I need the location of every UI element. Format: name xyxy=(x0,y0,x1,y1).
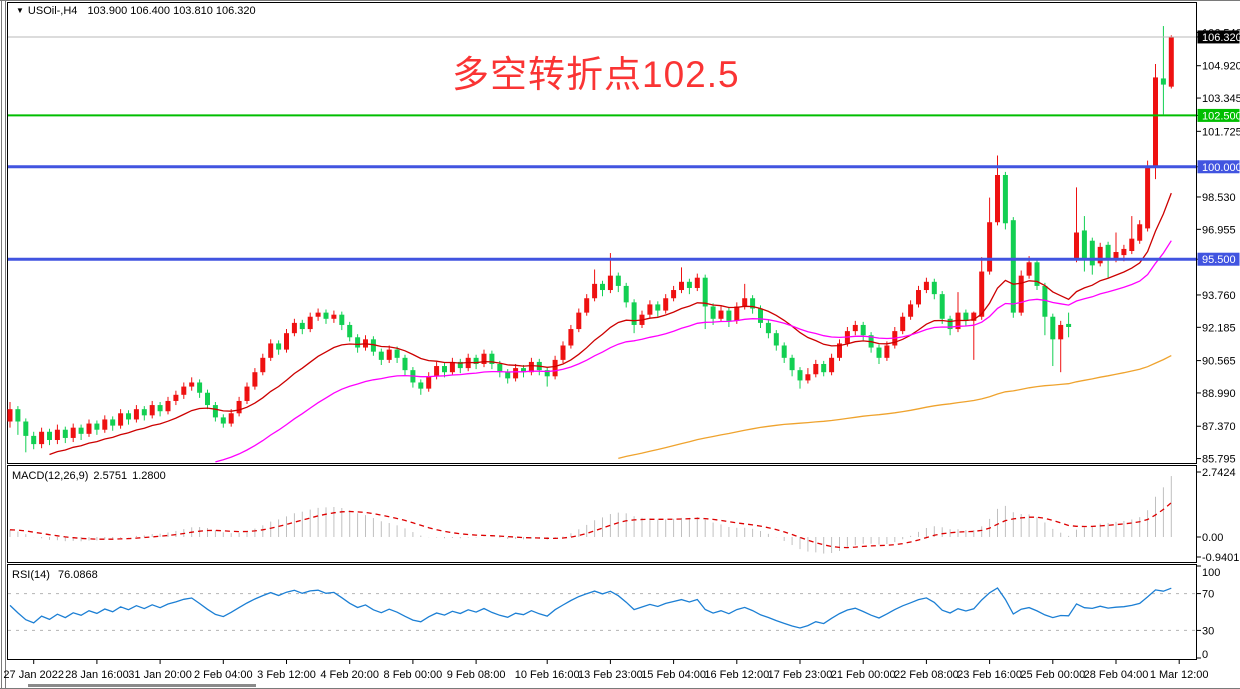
turning-point-annotation: 多空转折点102.5 xyxy=(452,54,740,95)
svg-text:85.795: 85.795 xyxy=(1202,454,1236,466)
svg-text:92.185: 92.185 xyxy=(1202,322,1236,334)
macd-histogram xyxy=(9,476,1172,554)
symbol-dropdown-icon[interactable]: ▼ xyxy=(16,6,24,15)
svg-text:30: 30 xyxy=(1202,625,1214,637)
symbol-timeframe-label: USOil-,H4 xyxy=(27,5,78,17)
svg-text:70: 70 xyxy=(1202,589,1214,601)
svg-text:13 Feb 23:00: 13 Feb 23:00 xyxy=(578,669,643,681)
svg-text:100: 100 xyxy=(1202,567,1220,579)
svg-text:28 Feb 04:00: 28 Feb 04:00 xyxy=(1084,669,1149,681)
panel-borders xyxy=(7,2,1197,660)
svg-text:98.530: 98.530 xyxy=(1202,192,1236,204)
svg-text:87.370: 87.370 xyxy=(1202,421,1236,433)
time-axis[interactable]: 27 Jan 2022 28 Jan 16:00 31 Jan 20:00 2 Feb… xyxy=(3,659,1209,682)
svg-text:106.320: 106.320 xyxy=(1202,32,1240,44)
svg-text:3 Feb 12:00: 3 Feb 12:00 xyxy=(257,669,316,681)
ma-fast-line xyxy=(49,192,1172,456)
svg-text:88.990: 88.990 xyxy=(1202,388,1236,400)
svg-text:9 Feb 08:00: 9 Feb 08:00 xyxy=(447,669,506,681)
svg-text:25 Feb 00:00: 25 Feb 00:00 xyxy=(1020,669,1085,681)
svg-text:16 Feb 12:00: 16 Feb 12:00 xyxy=(704,669,769,681)
svg-text:8 Feb 00:00: 8 Feb 00:00 xyxy=(384,669,443,681)
svg-text:10 Feb 16:00: 10 Feb 16:00 xyxy=(515,669,580,681)
svg-text:101.725: 101.725 xyxy=(1202,126,1240,138)
svg-text:28 Jan 16:00: 28 Jan 16:00 xyxy=(65,669,129,681)
horizontal-scrollbar-thumb[interactable] xyxy=(28,684,256,687)
ma-mid-line xyxy=(215,240,1172,463)
svg-text:23 Feb 16:00: 23 Feb 16:00 xyxy=(957,669,1022,681)
svg-text:93.760: 93.760 xyxy=(1202,290,1236,302)
macd-signal-line xyxy=(9,502,1172,549)
svg-text:4 Feb 20:00: 4 Feb 20:00 xyxy=(320,669,379,681)
svg-text:104.920: 104.920 xyxy=(1202,61,1240,73)
svg-text:15 Feb 04:00: 15 Feb 04:00 xyxy=(641,669,706,681)
svg-text:-0.9401: -0.9401 xyxy=(1202,552,1239,564)
svg-text:0.00: 0.00 xyxy=(1202,532,1223,544)
ohlc-values-label: 103.900 106.400 103.810 106.320 xyxy=(87,5,256,17)
rsi-name: RSI(14) xyxy=(12,569,50,581)
rsi-axis: 100 70 30 0 xyxy=(1196,565,1220,661)
svg-text:1 Mar 12:00: 1 Mar 12:00 xyxy=(1150,669,1209,681)
rsi-line xyxy=(9,587,1172,629)
macd-signal-value: 1.2800 xyxy=(132,470,166,482)
ma-slow-line xyxy=(618,355,1172,460)
chart-title-bar: ▼ USOil-,H4 103.900 106.400 103.810 106.32… xyxy=(16,5,256,17)
macd-main-value: 2.5751 xyxy=(93,470,128,482)
svg-text:22 Feb 08:00: 22 Feb 08:00 xyxy=(894,669,959,681)
macd-axis: 2.7424 0.00 -0.9401 xyxy=(1196,467,1239,564)
svg-text:2 Feb 04:00: 2 Feb 04:00 xyxy=(194,669,253,681)
svg-text:96.955: 96.955 xyxy=(1202,224,1236,236)
svg-text:90.565: 90.565 xyxy=(1202,356,1236,368)
svg-text:0: 0 xyxy=(1202,649,1208,661)
svg-text:102.500: 102.500 xyxy=(1202,110,1240,122)
svg-text:100.000: 100.000 xyxy=(1202,162,1240,174)
svg-text:103.345: 103.345 xyxy=(1202,93,1240,105)
svg-text:95.500: 95.500 xyxy=(1202,254,1236,266)
macd-name: MACD(12,26,9) xyxy=(12,470,89,482)
rsi-indicator-label: RSI(14) 76.0868 xyxy=(12,569,103,581)
svg-text:2.7424: 2.7424 xyxy=(1202,467,1236,479)
price-axis: 106.540106.320104.920103.345102.500101.7… xyxy=(1196,27,1240,466)
macd-indicator-label: MACD(12,26,9) 2.5751 1.2800 xyxy=(12,470,171,482)
rsi-value: 76.0868 xyxy=(57,569,98,581)
svg-text:27 Jan 2022: 27 Jan 2022 xyxy=(3,669,64,681)
svg-text:17 Feb 23:00: 17 Feb 23:00 xyxy=(768,669,833,681)
svg-text:31 Jan 20:00: 31 Jan 20:00 xyxy=(128,669,192,681)
svg-text:21 Feb 00:00: 21 Feb 00:00 xyxy=(831,669,896,681)
